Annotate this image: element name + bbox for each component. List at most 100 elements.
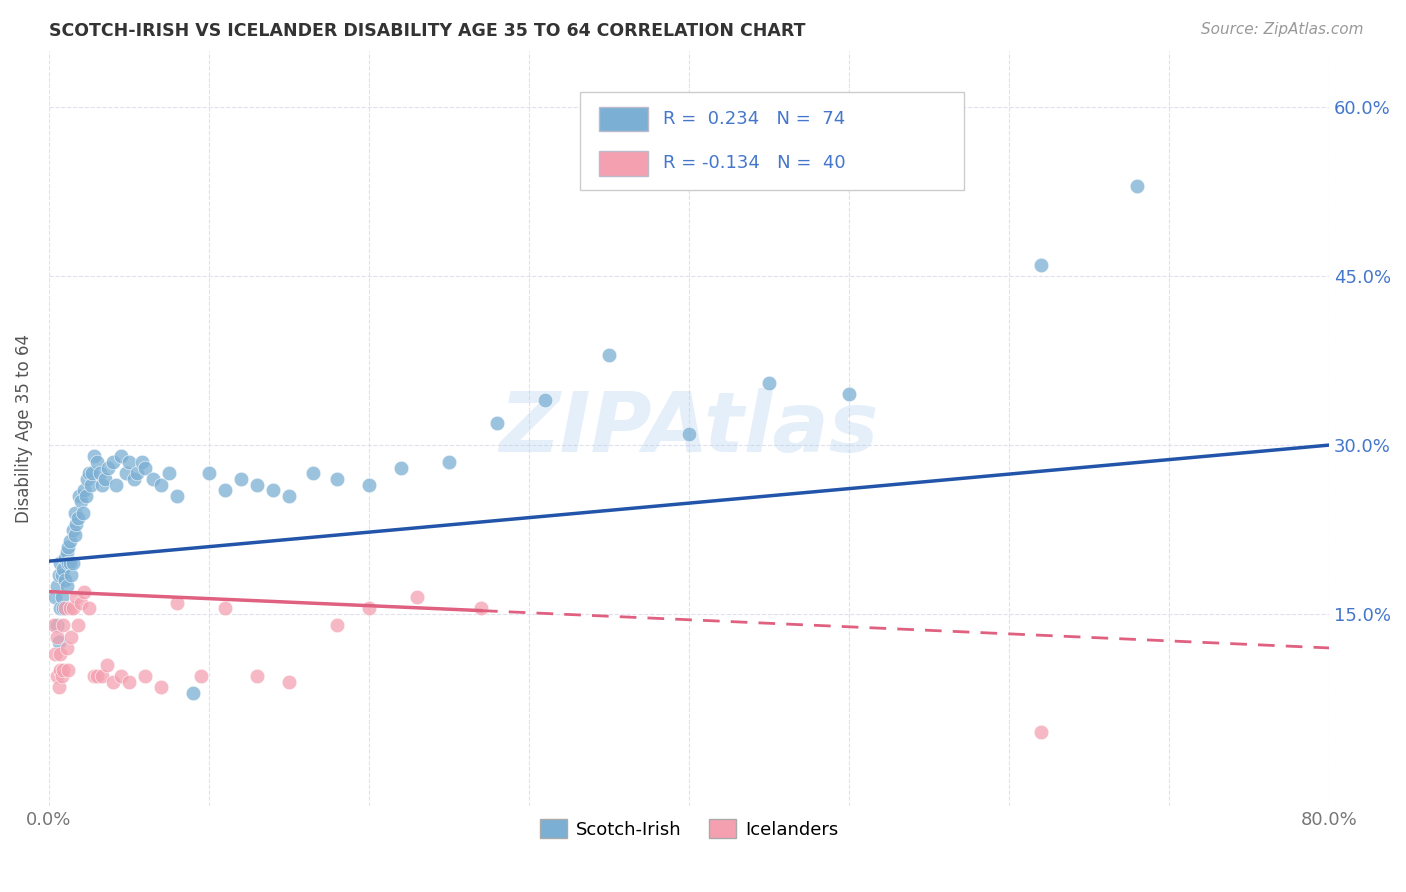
Point [66, 511, 89, 525]
Point [55, 579, 77, 593]
Point [110, 669, 132, 683]
Text: R =  0.234   N =  74: R = 0.234 N = 74 [664, 110, 845, 128]
Point [96, 657, 118, 672]
Point [56, 540, 79, 554]
Point [51, 567, 73, 582]
Point [134, 460, 156, 475]
Point [46, 630, 69, 644]
Point [406, 591, 429, 605]
Bar [599, 152, 648, 176]
Point [53, 550, 76, 565]
Point [62, 601, 84, 615]
Point [49, 557, 72, 571]
Point [52, 562, 75, 576]
Point [302, 467, 325, 481]
Point [114, 467, 136, 481]
Point [101, 455, 124, 469]
Point [134, 669, 156, 683]
Point [1029, 725, 1052, 739]
Point [77, 601, 100, 615]
Point [758, 376, 780, 391]
Point [166, 596, 188, 610]
Point [67, 489, 90, 503]
Point [63, 506, 86, 520]
Point [82, 467, 104, 481]
Point [97, 460, 120, 475]
Point [262, 483, 284, 498]
Point [94, 472, 117, 486]
Point [326, 618, 349, 632]
Point [246, 669, 269, 683]
Point [56, 664, 79, 678]
Point [55, 545, 77, 559]
Point [149, 681, 172, 695]
Point [55, 640, 77, 655]
Point [86, 455, 108, 469]
Point [1126, 178, 1149, 193]
Point [48, 567, 70, 582]
Point [470, 601, 492, 615]
Point [75, 489, 97, 503]
Point [66, 618, 89, 632]
Point [48, 635, 70, 649]
Point [42, 618, 65, 632]
Bar [599, 107, 648, 131]
Point [53, 601, 76, 615]
Point [181, 686, 204, 700]
Point [46, 579, 69, 593]
Y-axis label: Disability Age 35 to 64: Disability Age 35 to 64 [15, 334, 32, 523]
Point [125, 467, 148, 481]
Point [48, 681, 70, 695]
Point [52, 601, 75, 615]
Point [90, 477, 112, 491]
Point [86, 669, 108, 683]
Point [1029, 258, 1052, 272]
Point [110, 450, 132, 464]
Point [63, 528, 86, 542]
Point [357, 601, 380, 615]
Point [437, 455, 460, 469]
Point [59, 601, 82, 615]
Point [278, 489, 301, 503]
Point [118, 455, 141, 469]
Legend: Scotch-Irish, Icelanders: Scotch-Irish, Icelanders [533, 812, 845, 846]
Point [60, 567, 83, 582]
Point [65, 516, 87, 531]
Point [76, 472, 98, 486]
Point [70, 494, 93, 508]
Point [60, 630, 83, 644]
Point [46, 618, 69, 632]
Point [246, 477, 269, 491]
Point [52, 618, 75, 632]
Point [44, 647, 66, 661]
Point [62, 557, 84, 571]
Point [149, 477, 172, 491]
Text: Source: ZipAtlas.com: Source: ZipAtlas.com [1201, 22, 1364, 37]
Text: ZIPAtlas: ZIPAtlas [499, 388, 879, 468]
Point [105, 477, 128, 491]
Point [77, 467, 100, 481]
Point [73, 483, 96, 498]
Point [357, 477, 380, 491]
Point [53, 574, 76, 588]
Point [190, 669, 212, 683]
Point [678, 426, 700, 441]
Point [65, 591, 87, 605]
Point [90, 669, 112, 683]
Point [46, 669, 69, 683]
Point [49, 601, 72, 615]
Point [79, 477, 101, 491]
Point [44, 591, 66, 605]
Point [389, 460, 412, 475]
Point [598, 348, 620, 362]
Point [56, 557, 79, 571]
Point [229, 472, 252, 486]
Point [59, 533, 82, 548]
Point [838, 387, 860, 401]
Point [49, 647, 72, 661]
Point [51, 669, 73, 683]
Point [534, 392, 557, 407]
Point [118, 674, 141, 689]
Point [70, 596, 93, 610]
Point [157, 467, 180, 481]
